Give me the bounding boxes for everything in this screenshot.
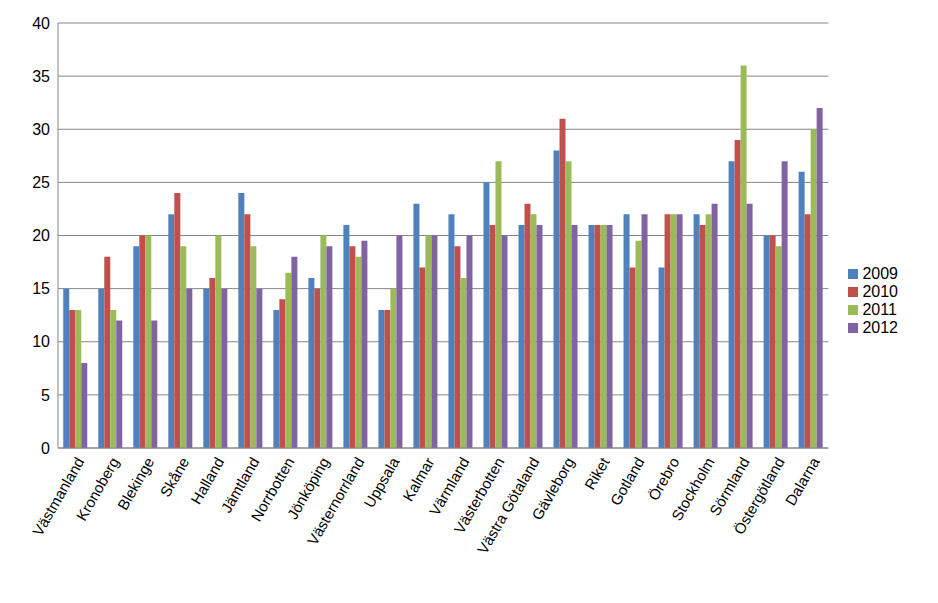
html-text:2009: 2009	[862, 264, 898, 282]
svg-text:Västernorrland: Västernorrland	[304, 454, 368, 548]
svg-text:Uppsala: Uppsala	[360, 454, 403, 511]
svg-text:Norrbotten: Norrbotten	[247, 454, 298, 525]
svg-text:Halland: Halland	[187, 454, 228, 507]
svg-text:Örebro: Örebro	[645, 454, 683, 503]
svg-text:Dalarna: Dalarna	[782, 454, 823, 509]
svg-text:0: 0	[41, 440, 50, 457]
svg-text:30: 30	[32, 121, 50, 138]
html-text:2010: 2010	[862, 282, 898, 300]
svg-text:35: 35	[32, 68, 50, 85]
html-text:2012: 2012	[862, 318, 898, 336]
svg-text:Jämtland: Jämtland	[217, 454, 263, 516]
svg-text:Gävleborg: Gävleborg	[528, 454, 577, 522]
svg-text:Västerbotten: Västerbotten	[450, 454, 508, 537]
svg-text:Östergötland: Östergötland	[730, 454, 788, 537]
svg-text:25: 25	[32, 174, 50, 191]
svg-text:Sörmland: Sörmland	[705, 454, 753, 519]
svg-text:Skåne: Skåne	[156, 454, 192, 499]
svg-text:Västra Götaland: Västra Götaland	[473, 454, 543, 557]
svg-text:Västmanland: Västmanland	[29, 454, 88, 538]
svg-text:Jönköping: Jönköping	[283, 454, 333, 523]
svg-text:10: 10	[32, 333, 50, 350]
svg-text:Blekinge: Blekinge	[114, 454, 157, 512]
svg-text:5: 5	[41, 387, 50, 404]
svg-text:Gotland: Gotland	[607, 454, 648, 508]
svg-text:15: 15	[32, 280, 50, 297]
svg-text:40: 40	[32, 15, 50, 32]
html-text:2011: 2011	[862, 300, 897, 318]
svg-text:Värmland: Värmland	[425, 454, 473, 519]
svg-text:Stockholm: Stockholm	[667, 454, 718, 524]
svg-text:Riket: Riket	[581, 454, 613, 493]
svg-text:20: 20	[32, 227, 50, 244]
svg-text:Kronoberg: Kronoberg	[73, 454, 123, 523]
svg-text:Kalmar: Kalmar	[399, 454, 437, 504]
